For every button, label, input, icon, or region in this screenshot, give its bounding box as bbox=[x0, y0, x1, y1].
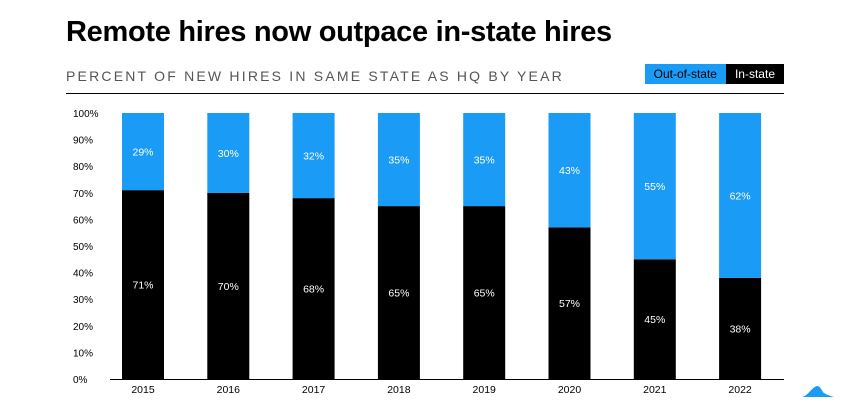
data-label: 55% bbox=[644, 181, 665, 193]
bar-out-of-state bbox=[463, 113, 506, 207]
y-tick-label: 100% bbox=[73, 109, 99, 120]
bar-in-state bbox=[719, 277, 762, 379]
legend-item-in-state: In-state bbox=[725, 64, 784, 84]
x-tick-label: 2021 bbox=[643, 384, 667, 396]
data-label: 29% bbox=[132, 147, 153, 159]
bar-in-state bbox=[463, 206, 506, 379]
data-label: 43% bbox=[559, 165, 580, 177]
header-divider bbox=[66, 93, 784, 94]
bar-in-state bbox=[377, 206, 420, 379]
data-label: 38% bbox=[730, 323, 751, 335]
bar-in-state bbox=[292, 198, 335, 379]
data-label: 68% bbox=[303, 284, 324, 296]
data-label: 65% bbox=[388, 288, 409, 300]
data-label: 30% bbox=[218, 148, 239, 160]
bar-out-of-state bbox=[633, 113, 676, 260]
y-tick-label: 70% bbox=[73, 189, 93, 200]
data-label: 57% bbox=[559, 298, 580, 310]
chart-title: Remote hires now outpace in-state hires bbox=[66, 16, 612, 48]
chart-subtitle: PERCENT OF NEW HIRES IN SAME STATE AS HQ… bbox=[66, 68, 564, 84]
y-tick-label: 20% bbox=[73, 322, 93, 333]
y-tick-label: 10% bbox=[73, 348, 93, 359]
y-tick-label: 80% bbox=[73, 162, 93, 173]
y-tick-label: 90% bbox=[73, 136, 93, 147]
bar-in-state bbox=[207, 192, 250, 379]
data-label: 32% bbox=[303, 151, 324, 163]
x-tick-label: 2017 bbox=[302, 384, 326, 396]
x-tick-label: 2016 bbox=[217, 384, 241, 396]
bar-out-of-state bbox=[292, 113, 335, 199]
bar-in-state bbox=[633, 259, 676, 379]
bar-out-of-state bbox=[377, 113, 420, 207]
y-tick-label: 50% bbox=[73, 242, 93, 253]
x-tick-label: 2020 bbox=[558, 384, 582, 396]
x-tick-label: 2022 bbox=[728, 384, 752, 396]
y-tick-label: 0% bbox=[73, 375, 88, 386]
y-tick-label: 30% bbox=[73, 295, 93, 306]
x-tick-label: 2019 bbox=[473, 384, 497, 396]
bar-in-state bbox=[122, 190, 164, 379]
data-label: 45% bbox=[644, 314, 665, 326]
data-label: 71% bbox=[132, 280, 153, 292]
bar-out-of-state bbox=[548, 113, 591, 228]
bar-out-of-state bbox=[122, 113, 164, 191]
y-tick-label: 40% bbox=[73, 269, 93, 280]
legend: Out-of-state In-state bbox=[644, 64, 784, 84]
bar-out-of-state bbox=[719, 113, 762, 278]
bar-out-of-state bbox=[207, 113, 250, 193]
y-tick-label: 60% bbox=[73, 215, 93, 226]
data-label: 35% bbox=[388, 155, 409, 167]
data-label: 65% bbox=[474, 288, 495, 300]
data-label: 70% bbox=[218, 281, 239, 293]
data-label: 35% bbox=[474, 155, 495, 167]
legend-item-out-of-state: Out-of-state bbox=[644, 64, 726, 84]
brand-logo-icon bbox=[802, 386, 834, 397]
data-label: 62% bbox=[730, 190, 751, 202]
x-tick-label: 2018 bbox=[387, 384, 411, 396]
x-tick-label: 2015 bbox=[131, 384, 155, 396]
bar-in-state bbox=[548, 227, 591, 379]
